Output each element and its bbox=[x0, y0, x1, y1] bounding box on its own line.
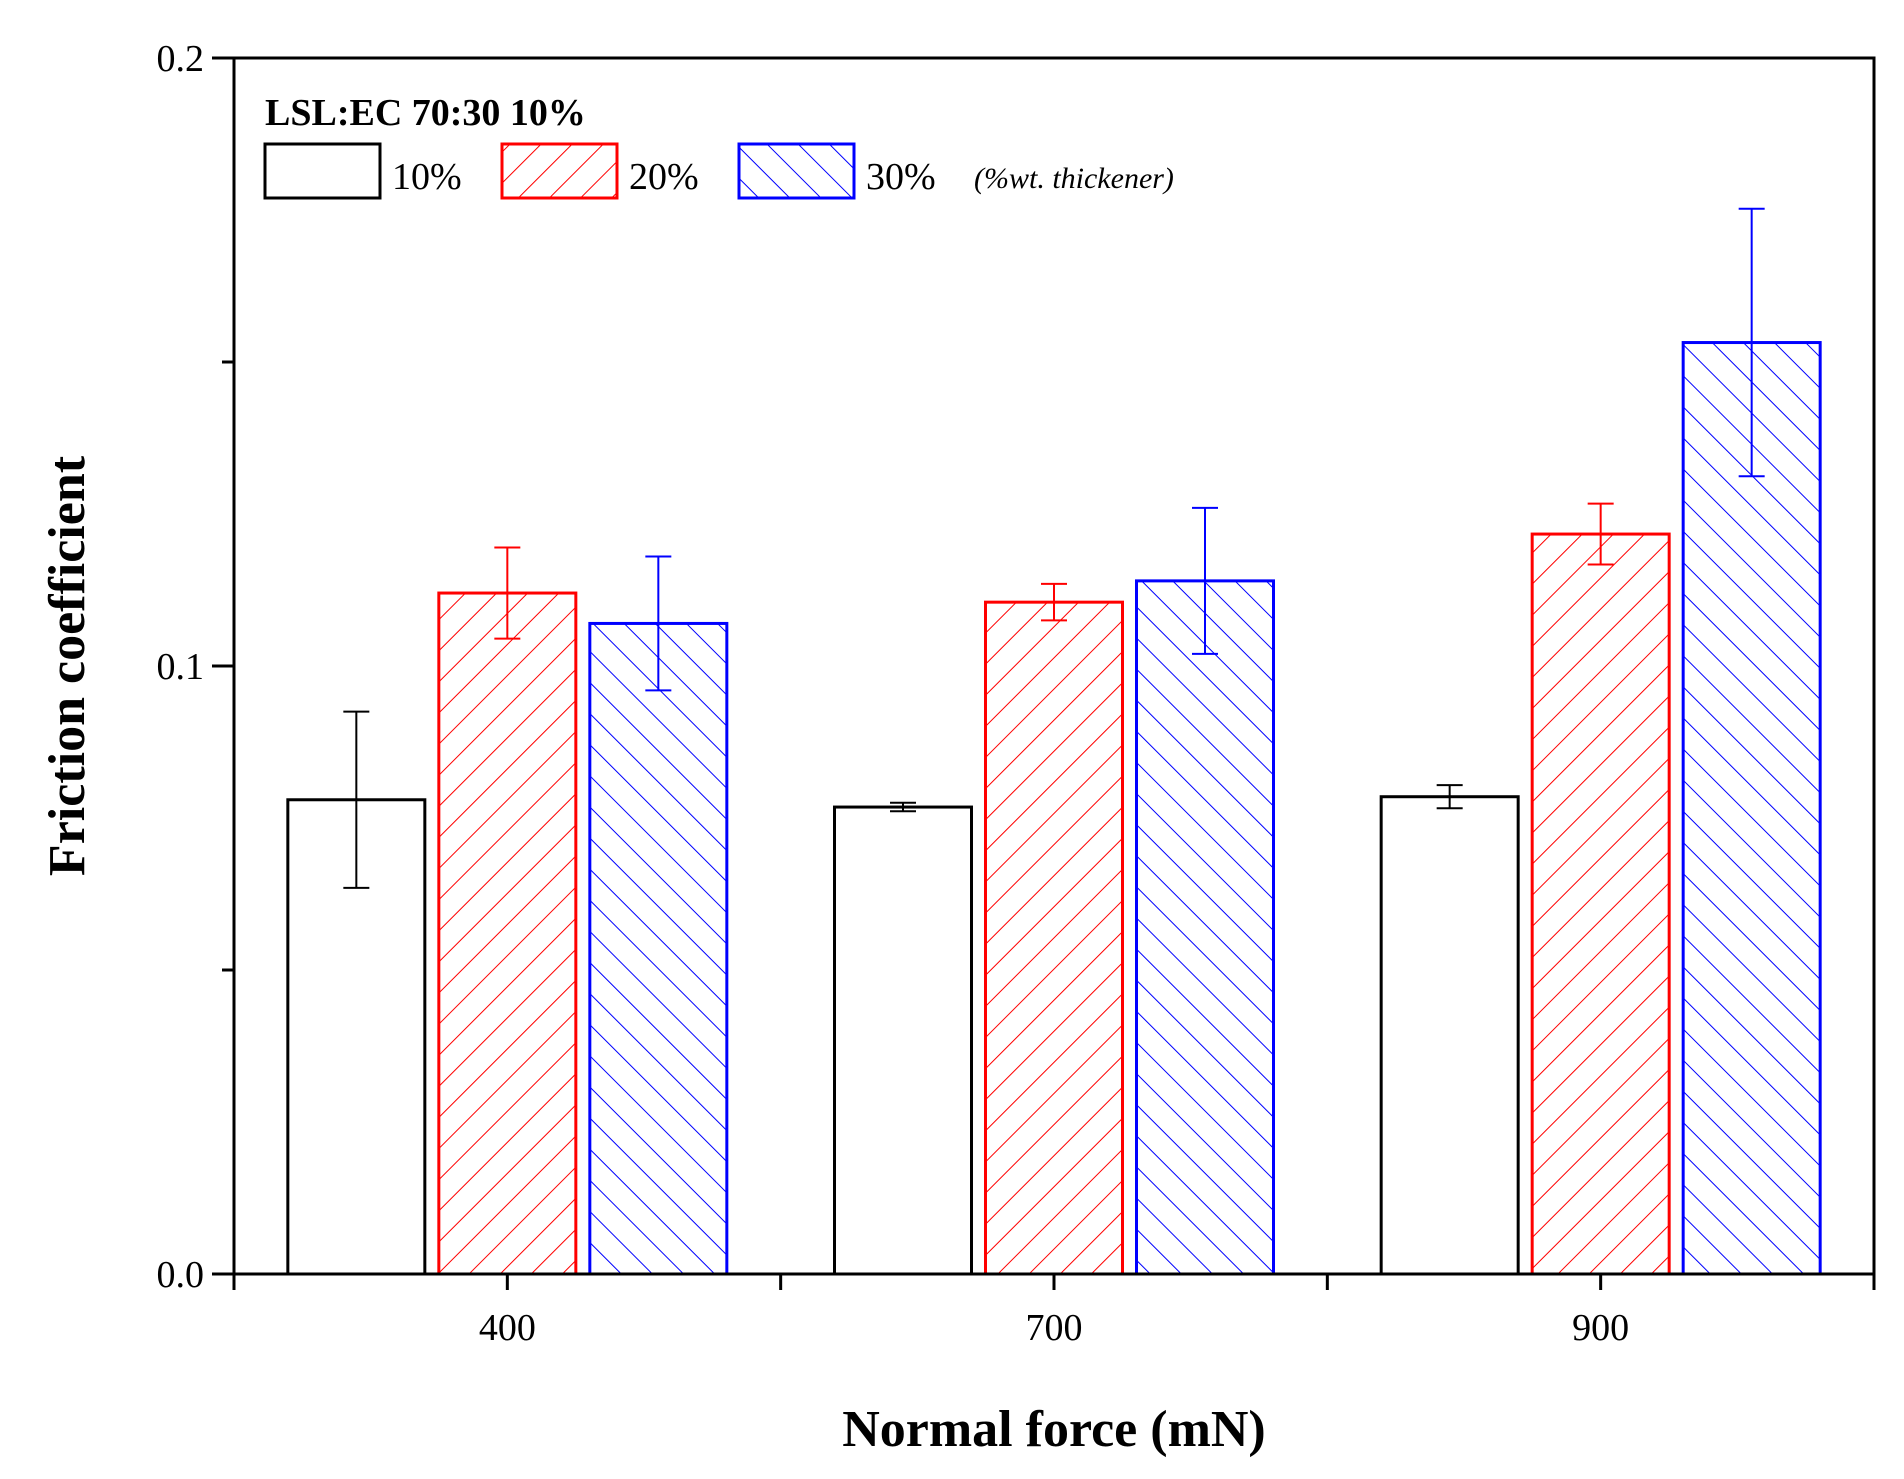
error-bar-20pct-900 bbox=[1587, 502, 1614, 566]
y-tick-label: 0.0 bbox=[157, 1254, 205, 1296]
error-bar-20pct-400 bbox=[494, 546, 521, 640]
bar-30pct-700 bbox=[1135, 579, 1275, 1276]
bar-20pct-900 bbox=[1530, 532, 1671, 1276]
legend-title: LSL:EC 70:30 10% bbox=[265, 92, 586, 134]
error-bar-30pct-400 bbox=[645, 555, 672, 692]
error-bar-30pct-700 bbox=[1192, 506, 1218, 655]
legend-swatch-10 bbox=[263, 142, 382, 200]
legend: LSL:EC 70:30 10% 10% 20% 30% (%wt. thick… bbox=[263, 92, 1174, 200]
y-axis-title: Friction coefficient bbox=[39, 455, 96, 876]
bar-20pct-400 bbox=[437, 591, 578, 1276]
error-bars-layer bbox=[343, 207, 1765, 889]
bar-30pct-400 bbox=[588, 621, 729, 1276]
bar-10pct-900 bbox=[1379, 795, 1520, 1276]
error-bar-30pct-900 bbox=[1738, 207, 1765, 478]
x-axis-ticks: 400 700 900 bbox=[232, 1274, 1876, 1349]
legend-label-20: 20% bbox=[629, 156, 699, 198]
legend-label-30: 30% bbox=[866, 156, 936, 198]
legend-swatch-30 bbox=[737, 142, 856, 200]
error-bar-10pct-900 bbox=[1436, 784, 1463, 810]
x-tick-label-900: 900 bbox=[1572, 1307, 1629, 1349]
error-bar-20pct-700 bbox=[1041, 582, 1067, 622]
x-tick-label-700: 700 bbox=[1026, 1307, 1083, 1349]
x-axis-title: Normal force (mN) bbox=[842, 1401, 1266, 1458]
legend-swatch-20 bbox=[500, 142, 619, 200]
error-bar-10pct-400 bbox=[343, 710, 370, 889]
bars-layer bbox=[286, 341, 1822, 1276]
legend-label-10: 10% bbox=[392, 156, 462, 198]
y-axis-ticks: 0.0 0.1 0.2 bbox=[157, 38, 234, 1296]
x-tick-label-400: 400 bbox=[479, 1307, 536, 1349]
bar-30pct-900 bbox=[1681, 341, 1822, 1276]
bar-10pct-700 bbox=[833, 805, 973, 1276]
y-tick-label: 0.2 bbox=[157, 38, 205, 80]
y-tick-label: 0.1 bbox=[157, 646, 205, 688]
bar-20pct-700 bbox=[984, 600, 1124, 1276]
legend-note: (%wt. thickener) bbox=[974, 162, 1174, 195]
error-bar-10pct-700 bbox=[890, 801, 916, 813]
